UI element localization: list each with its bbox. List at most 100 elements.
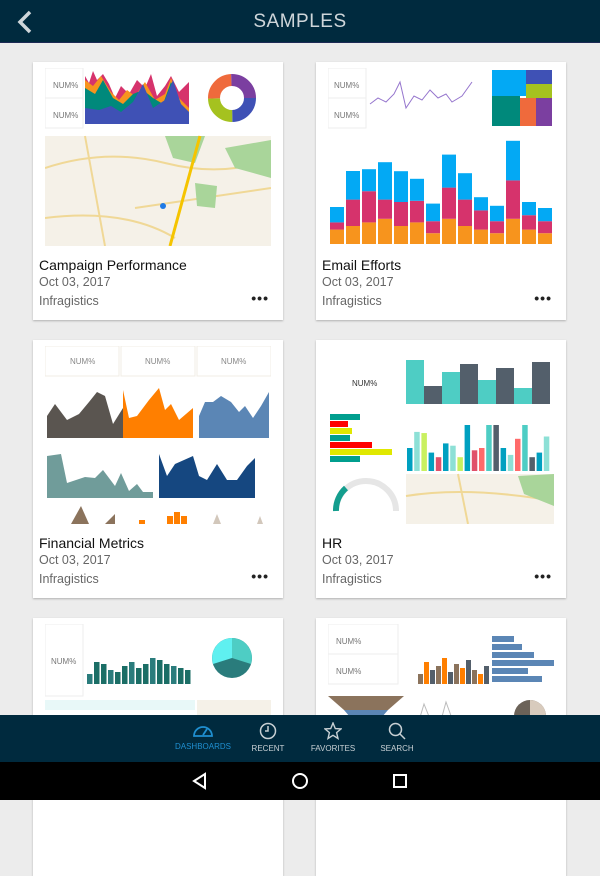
thumbnail-bar <box>543 436 550 471</box>
recents-square-icon[interactable] <box>390 771 410 791</box>
gauge-icon <box>193 726 213 737</box>
thumbnail-bar <box>538 221 552 234</box>
thumbnail-bar <box>435 457 442 471</box>
thumbnail-bar <box>362 222 376 244</box>
kpi-label: NUM% <box>53 81 78 90</box>
thumbnail-bar <box>418 674 423 684</box>
thumbnail-bar <box>108 670 114 684</box>
thumbnail-bar <box>458 199 472 226</box>
dashboard-card[interactable]: NUM% HR Oct 03, 2017 Infragistics ••• <box>316 340 566 598</box>
thumbnail-bar <box>122 666 128 684</box>
thumbnail-bar <box>410 222 424 244</box>
thumbnail-bar <box>136 668 142 684</box>
thumbnail-bar <box>150 658 156 684</box>
thumbnail-bar <box>330 222 344 230</box>
kpi-label: NUM% <box>336 637 361 646</box>
app-header: SAMPLES <box>0 0 600 43</box>
dashboard-card[interactable]: NUM% NUM% NUM% Financial Metrics Oct 03, 2… <box>33 340 283 598</box>
thumbnail-bar <box>458 173 472 200</box>
thumbnail-bar <box>346 226 360 244</box>
card-author: Infragistics <box>39 294 99 308</box>
thumbnail-bar <box>414 431 420 471</box>
thumbnail-bar <box>164 664 170 684</box>
nav-favorites[interactable]: FAVORITES <box>298 715 368 762</box>
thumbnail-bar <box>94 662 100 684</box>
system-navigation-bar <box>0 762 600 800</box>
dashboard-card[interactable]: NUM% NUM% Campaign Performance Oct 03, 20… <box>33 62 283 320</box>
nav-label: FAVORITES <box>310 744 356 753</box>
thumbnail-bar <box>101 664 107 684</box>
thumbnail-bar <box>426 221 440 234</box>
thumbnail-bar <box>394 171 408 202</box>
thumbnail-bar <box>490 233 504 244</box>
thumbnail-bar <box>490 205 504 222</box>
more-options-button[interactable]: ••• <box>534 568 552 584</box>
card-title[interactable]: HR <box>322 535 343 551</box>
thumbnail-bar <box>410 178 424 201</box>
thumbnail-bar <box>471 450 478 471</box>
card-author: Infragistics <box>39 572 99 586</box>
thumbnail-bar <box>330 207 344 223</box>
thumbnail-bar <box>478 674 483 684</box>
thumbnail-bar <box>464 425 471 471</box>
nav-search[interactable]: SEARCH <box>362 715 432 762</box>
thumbnail-bar <box>522 215 536 230</box>
kpi-label: NUM% <box>334 81 359 90</box>
thumbnail-bar <box>143 664 149 684</box>
thumbnail-bar <box>522 425 528 471</box>
page-title: SAMPLES <box>253 11 347 32</box>
thumbnail-bar <box>479 448 485 471</box>
thumbnail-bar <box>507 454 514 471</box>
dashboard-thumbnail: NUM% <box>328 346 554 524</box>
star-icon <box>324 722 342 740</box>
thumbnail-bar <box>378 162 392 200</box>
card-date: Oct 03, 2017 <box>322 553 394 567</box>
card-title[interactable]: Campaign Performance <box>39 257 187 273</box>
thumbnail-bar <box>157 660 163 684</box>
thumbnail-bar <box>424 662 429 684</box>
card-title[interactable]: Financial Metrics <box>39 535 145 551</box>
thumbnail-bar <box>87 674 93 684</box>
thumbnail-bar <box>410 200 424 223</box>
card-author: Infragistics <box>322 572 382 586</box>
more-options-button[interactable]: ••• <box>534 290 552 306</box>
thumbnail-bar <box>430 670 435 684</box>
kpi-label: NUM% <box>221 357 246 366</box>
thumbnail-bar <box>178 668 184 684</box>
thumbnail-bar <box>493 425 499 471</box>
thumbnail-bar <box>506 180 520 219</box>
card-author: Infragistics <box>322 294 382 308</box>
home-circle-icon[interactable] <box>290 771 310 791</box>
nav-recent[interactable]: RECENT <box>233 715 303 762</box>
nav-dashboards[interactable]: DASHBOARDS <box>168 715 238 762</box>
thumbnail-bar <box>426 233 440 244</box>
thumbnail-bar <box>484 666 489 684</box>
thumbnail-bar <box>185 670 191 684</box>
card-title[interactable]: Email Efforts <box>322 257 402 273</box>
thumbnail-bar <box>538 233 552 244</box>
thumbnail-bar <box>378 199 392 219</box>
dashboard-thumbnail: NUM% NUM% <box>45 68 271 246</box>
card-date: Oct 03, 2017 <box>39 275 111 289</box>
thumbnail-bar <box>500 448 507 471</box>
thumbnail-bar <box>460 668 465 684</box>
more-options-button[interactable]: ••• <box>251 290 269 306</box>
bottom-navigation: DASHBOARDS RECENT FAVORITES SEARCH <box>0 715 600 762</box>
more-options-button[interactable]: ••• <box>251 568 269 584</box>
nav-label: RECENT <box>251 744 285 753</box>
thumbnail-bar <box>115 672 121 684</box>
thumbnail-bar <box>346 171 360 200</box>
dashboard-thumbnail: NUM% NUM% NUM% <box>45 346 271 524</box>
kpi-label: NUM% <box>336 667 361 676</box>
back-triangle-icon[interactable] <box>190 771 210 791</box>
kpi-label: NUM% <box>352 379 377 388</box>
thumbnail-bar <box>394 226 408 244</box>
thumbnail-bar <box>515 438 521 471</box>
chevron-left-icon[interactable] <box>14 9 38 35</box>
kpi-label: NUM% <box>145 357 170 366</box>
thumbnail-bar <box>506 140 520 181</box>
thumbnail-bar <box>442 154 456 188</box>
dashboard-card[interactable]: NUM% NUM% Email Efforts Oct 03, 2017 Infr… <box>316 62 566 320</box>
thumbnail-bar <box>472 670 477 684</box>
thumbnail-bar <box>506 218 520 244</box>
